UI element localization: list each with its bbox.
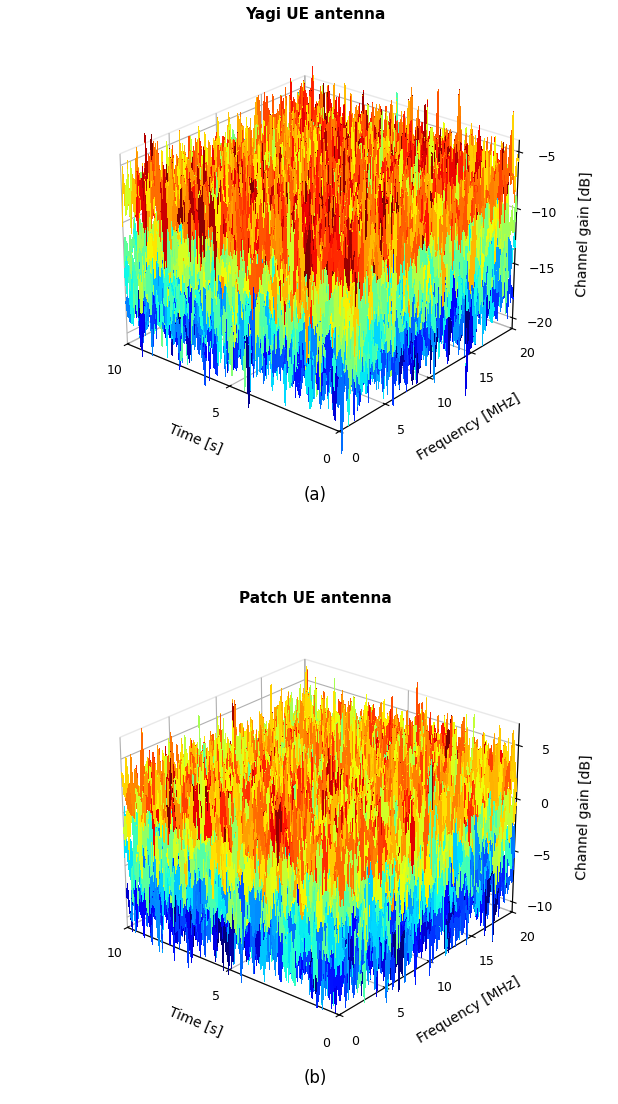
X-axis label: Time [s]: Time [s] bbox=[167, 422, 224, 456]
Title: Yagi UE antenna: Yagi UE antenna bbox=[245, 8, 386, 22]
Text: (b): (b) bbox=[303, 1070, 327, 1087]
Title: Patch UE antenna: Patch UE antenna bbox=[239, 591, 392, 606]
Y-axis label: Frequency [MHz]: Frequency [MHz] bbox=[415, 975, 523, 1047]
Text: (a): (a) bbox=[303, 486, 327, 503]
X-axis label: Time [s]: Time [s] bbox=[167, 1005, 224, 1040]
Y-axis label: Frequency [MHz]: Frequency [MHz] bbox=[415, 391, 523, 463]
